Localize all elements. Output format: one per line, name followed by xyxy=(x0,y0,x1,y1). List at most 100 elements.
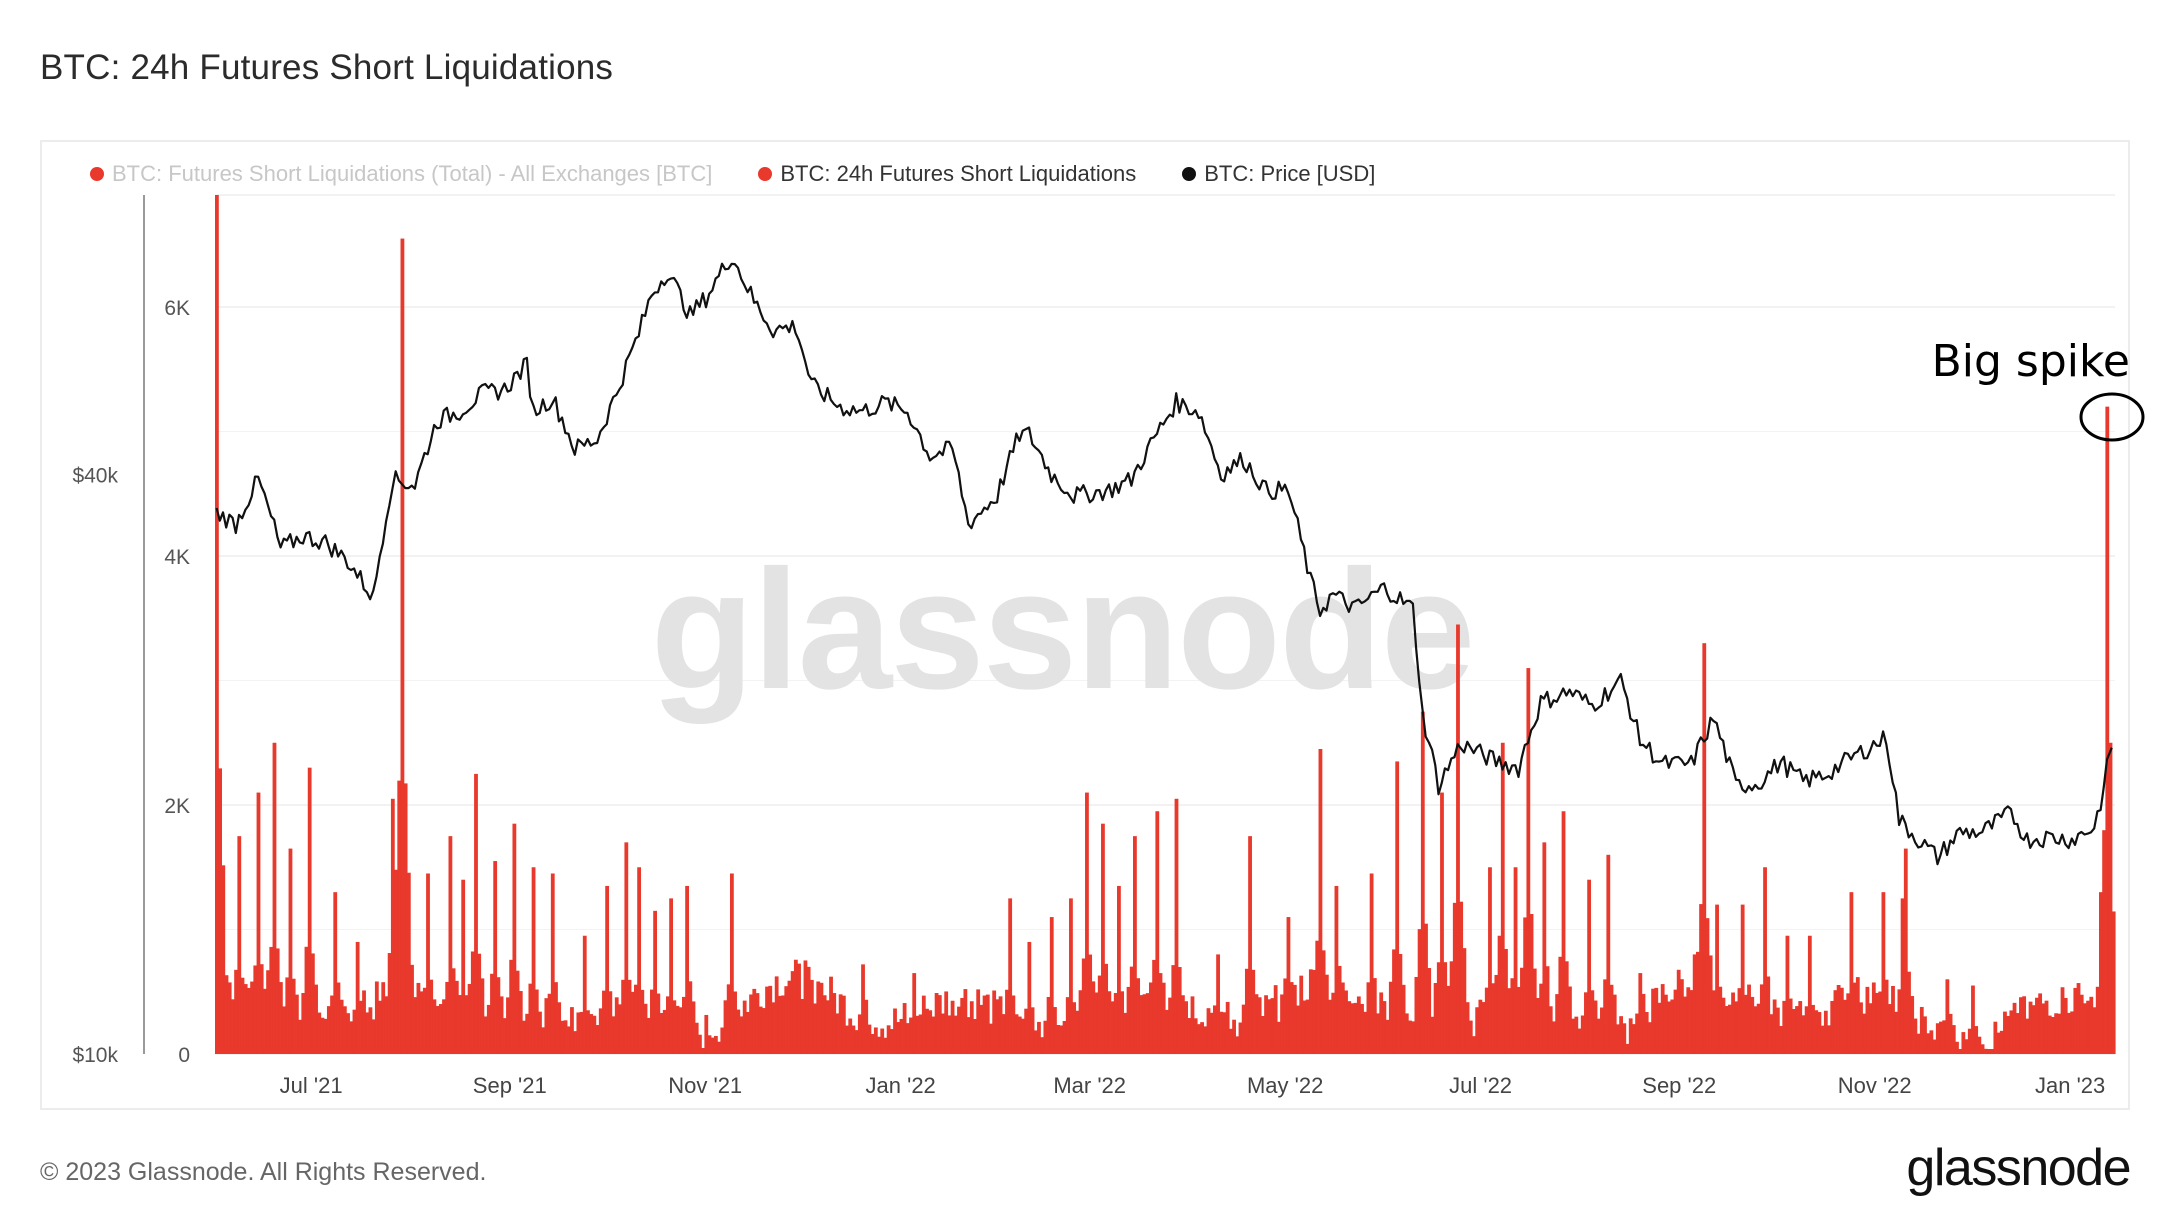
legend-item-total-liquidations[interactable]: BTC: Futures Short Liquidations (Total) … xyxy=(90,161,712,187)
liquidation-bar xyxy=(867,1024,872,1054)
liquidation-bar xyxy=(787,980,792,1054)
liquidation-bar xyxy=(1296,1005,1300,1054)
liquidation-bar xyxy=(435,1005,440,1054)
liquidation-bar xyxy=(1427,968,1432,1054)
liquidation-bar xyxy=(1987,1049,1991,1054)
liquidation-bar xyxy=(1059,1025,1064,1054)
liquidation-bar xyxy=(1977,1036,1982,1054)
liquidation-bar xyxy=(1171,965,1176,1054)
liquidation-bar xyxy=(1846,993,1851,1054)
liquidation-bar xyxy=(400,238,405,1055)
liquidation-bar xyxy=(1897,989,1902,1054)
liquidation-bar xyxy=(483,1016,488,1054)
liquidation-bar xyxy=(358,1000,363,1054)
liquidation-bar xyxy=(1721,997,1726,1054)
liquidation-bar xyxy=(1539,983,1544,1054)
liquidation-bar xyxy=(643,1003,648,1054)
liquidation-bar xyxy=(1619,1016,1624,1054)
liquidation-bars xyxy=(215,195,2116,1055)
liquidation-bar xyxy=(682,996,686,1054)
liquidation-bar xyxy=(275,948,280,1054)
liquidation-bar xyxy=(1635,1013,1640,1054)
liquidation-bar xyxy=(1379,992,1384,1054)
x-tick-label: Jul '22 xyxy=(1449,1073,1512,1098)
liquidation-bar xyxy=(1791,1009,1796,1054)
liquidation-bar xyxy=(1331,992,1336,1054)
liquidation-bar xyxy=(1513,867,1518,1054)
liquidation-bar xyxy=(326,1006,331,1054)
liquidation-bar xyxy=(2051,1016,2055,1054)
liquidation-bar xyxy=(509,959,514,1054)
legend-item-btc-price[interactable]: BTC: Price [USD] xyxy=(1182,161,1375,187)
liquidation-bar xyxy=(243,984,248,1054)
liquidation-bar xyxy=(1779,1025,1783,1054)
liquidation-bar xyxy=(288,848,293,1054)
liquidation-bar xyxy=(374,981,379,1054)
liquidation-bar xyxy=(1724,1006,1729,1054)
liquidation-bar xyxy=(653,910,658,1054)
liquidation-bar xyxy=(2070,1011,2075,1054)
liquidation-bar xyxy=(1609,984,1614,1054)
liquidation-bar xyxy=(496,977,501,1054)
legend-label: BTC: Price [USD] xyxy=(1204,161,1376,186)
liquidation-bar xyxy=(1980,1044,1985,1054)
liquidation-bar xyxy=(1718,986,1723,1054)
y-left-tick-label: 0 xyxy=(178,1044,190,1067)
liquidation-bar xyxy=(1072,1002,1077,1054)
liquidation-bar xyxy=(525,1013,530,1054)
liquidation-bar xyxy=(941,1013,945,1054)
liquidation-bar xyxy=(1801,1015,1806,1054)
liquidation-bar xyxy=(1772,999,1777,1054)
liquidation-bar xyxy=(1136,978,1141,1054)
liquidation-bar xyxy=(640,989,645,1054)
liquidation-bar xyxy=(2099,892,2103,1054)
liquidation-bar xyxy=(928,1010,933,1054)
liquidation-bar xyxy=(1299,975,1304,1054)
liquidation-bar xyxy=(1075,1010,1080,1054)
legend-label: BTC: 24h Futures Short Liquidations xyxy=(780,161,1137,186)
liquidation-bar xyxy=(1312,969,1316,1054)
liquidation-bar xyxy=(611,1016,616,1054)
liquidation-bar xyxy=(1481,1002,1486,1054)
liquidation-bar xyxy=(570,1007,574,1054)
liquidation-bar xyxy=(1222,1012,1227,1054)
liquidation-bar xyxy=(451,968,456,1054)
liquidation-bar xyxy=(362,990,366,1054)
liquidation-bar xyxy=(2079,994,2084,1054)
liquidation-bar xyxy=(1641,993,1646,1054)
liquidation-bar xyxy=(1113,993,1118,1054)
liquidation-bar xyxy=(947,1015,952,1054)
liquidation-bar xyxy=(1686,987,1691,1054)
liquidation-bar xyxy=(1836,984,1841,1054)
liquidation-bar xyxy=(266,970,270,1054)
liquidation-bar xyxy=(1251,969,1256,1054)
liquidation-bar xyxy=(1149,982,1153,1054)
liquidation-bar xyxy=(2012,1002,2017,1054)
legend-dot-icon xyxy=(90,167,104,181)
liquidation-bar xyxy=(1862,1013,1867,1054)
legend-item-24h-short-liquidations[interactable]: BTC: 24h Futures Short Liquidations xyxy=(758,161,1136,187)
liquidation-bar xyxy=(1587,879,1592,1054)
liquidation-bar xyxy=(1078,990,1083,1054)
liquidation-bar xyxy=(1555,994,1560,1054)
liquidation-bar xyxy=(2035,997,2039,1054)
liquidation-bar xyxy=(1817,1012,1822,1054)
liquidation-bar xyxy=(1964,1039,1969,1054)
liquidation-bar xyxy=(474,773,478,1054)
liquidation-bar xyxy=(1584,992,1588,1054)
liquidation-bar xyxy=(2009,1010,2014,1054)
liquidation-bar xyxy=(1983,1048,1988,1054)
liquidation-bar xyxy=(2025,1018,2030,1054)
liquidation-bar xyxy=(432,999,437,1054)
liquidation-bar xyxy=(1561,811,1566,1054)
liquidation-bar xyxy=(579,1011,584,1054)
liquidation-bar xyxy=(1577,1028,1582,1054)
spike-annotation-circle xyxy=(2079,392,2145,442)
liquidation-bar xyxy=(1420,711,1425,1054)
liquidation-bar xyxy=(1449,961,1454,1054)
liquidation-bar xyxy=(2022,996,2027,1054)
liquidation-bar xyxy=(1302,1000,1307,1054)
liquidation-bar xyxy=(1734,1001,1739,1054)
liquidation-bar xyxy=(1871,982,1876,1054)
liquidation-bar xyxy=(950,1000,955,1054)
